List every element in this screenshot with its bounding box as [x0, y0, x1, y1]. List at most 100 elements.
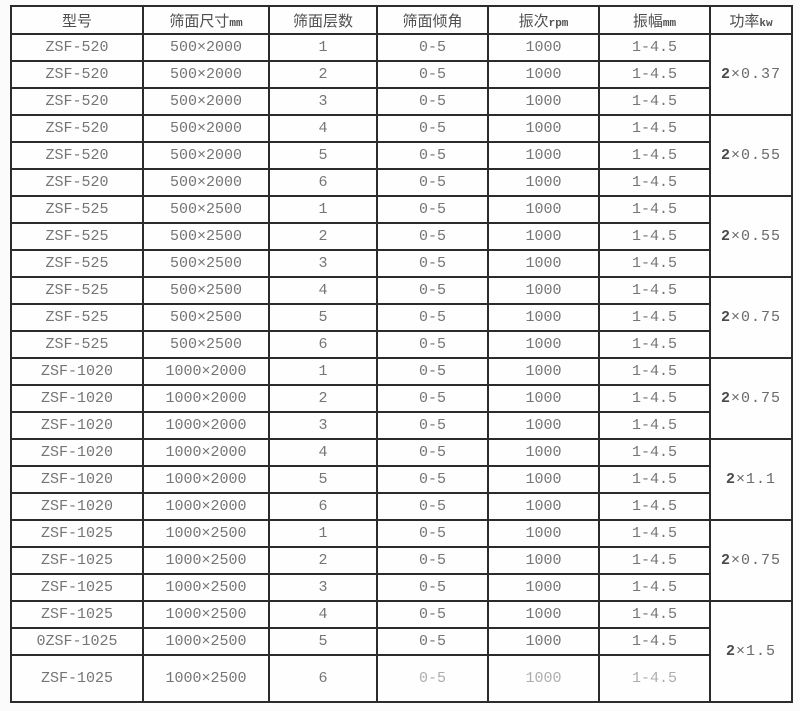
model-cell: ZSF-520: [10, 141, 144, 170]
layers-cell: 5: [268, 303, 378, 332]
model-cell: 0ZSF-1025: [10, 627, 144, 656]
rpm-cell: 1000: [487, 384, 600, 413]
model-cell: ZSF-1020: [10, 357, 144, 386]
rpm-cell: 1000: [487, 546, 600, 575]
model-cell: ZSF-520: [10, 114, 144, 143]
column-header-power: 功率kw: [709, 5, 793, 35]
rpm-cell: 1000: [487, 492, 600, 521]
power-cell: 2×0.75: [709, 357, 793, 440]
header-label: 筛面层数: [292, 13, 353, 31]
angle-cell: 0-5: [376, 384, 489, 413]
amplitude-cell: 1-4.5: [598, 276, 711, 305]
rpm-cell: 1000: [487, 222, 600, 251]
size-cell: 1000×2500: [142, 573, 270, 602]
table-row: ZSF-1025 1000×2500 3 0-5 1000 1-4.5: [10, 573, 792, 602]
layers-cell: 6: [268, 492, 378, 521]
power-multiplier: 2: [720, 228, 731, 245]
size-cell: 500×2500: [142, 303, 270, 332]
column-header-vibration-rpm: 振次rpm: [487, 5, 600, 35]
amplitude-cell: 1-4.5: [598, 114, 711, 143]
size-cell: 500×2500: [142, 222, 270, 251]
layers-cell: 4: [268, 114, 378, 143]
power-multiplier: 2: [720, 390, 731, 407]
amplitude-cell: 1-4.5: [598, 600, 711, 629]
layers-cell: 3: [268, 573, 378, 602]
rpm-cell: 1000: [487, 87, 600, 116]
table-row: ZSF-1025 1000×2500 6 0-5 1000 1-4.5: [10, 654, 792, 703]
amplitude-cell: 1-4.5: [598, 492, 711, 521]
angle-cell: 0-5: [376, 222, 489, 251]
angle-cell: 0-5: [376, 168, 489, 197]
layers-cell: 6: [268, 168, 378, 197]
angle-cell: 0-5: [376, 87, 489, 116]
size-cell: 500×2500: [142, 249, 270, 278]
rpm-cell: 1000: [487, 33, 600, 62]
header-label: 振幅: [632, 13, 663, 31]
size-cell: 1000×2500: [142, 600, 270, 629]
header-unit: mm: [229, 17, 243, 30]
spec-table: 型号 筛面尺寸mm 筛面层数 筛面倾角 振次rpm 振幅mm 功率kw ZSF-520 500…: [10, 5, 793, 703]
layers-cell: 2: [268, 546, 378, 575]
amplitude-cell: 1-4.5: [598, 384, 711, 413]
size-cell: 1000×2000: [142, 411, 270, 440]
amplitude-cell: 1-4.5: [598, 60, 711, 89]
size-cell: 1000×2000: [142, 465, 270, 494]
table-row: ZSF-525 500×2500 5 0-5 1000 1-4.5: [10, 303, 792, 332]
amplitude-cell: 1-4.5: [598, 411, 711, 440]
power-multiplier: 2: [720, 66, 731, 83]
power-cell: 2×0.55: [709, 195, 793, 278]
angle-cell: 0-5: [376, 303, 489, 332]
model-cell: ZSF-525: [10, 303, 144, 332]
rpm-cell: 1000: [487, 627, 600, 656]
header-unit: rpm: [548, 17, 569, 30]
size-cell: 500×2000: [142, 141, 270, 170]
header-unit: kw: [759, 17, 773, 30]
angle-cell: 0-5: [376, 492, 489, 521]
power-cell: 2×1.5: [709, 600, 793, 703]
model-cell: ZSF-1025: [10, 573, 144, 602]
amplitude-cell: 1-4.5: [598, 141, 711, 170]
amplitude-cell: 1-4.5: [598, 33, 711, 62]
angle-cell: 0-5: [376, 249, 489, 278]
rpm-cell: 1000: [487, 573, 600, 602]
size-cell: 500×2500: [142, 330, 270, 359]
header-label: 功率: [729, 13, 760, 31]
angle-cell: 0-5: [376, 465, 489, 494]
model-cell: ZSF-1020: [10, 492, 144, 521]
power-multiplier: 2: [725, 643, 736, 660]
model-cell: ZSF-1025: [10, 654, 144, 703]
size-cell: 1000×2000: [142, 438, 270, 467]
amplitude-cell: 1-4.5: [598, 330, 711, 359]
rpm-cell: 1000: [487, 330, 600, 359]
layers-cell: 4: [268, 438, 378, 467]
angle-cell: 0-5: [376, 654, 489, 703]
angle-cell: 0-5: [376, 546, 489, 575]
size-cell: 1000×2500: [142, 519, 270, 548]
table-row: ZSF-520 500×2000 4 0-5 1000 1-4.5 2×0.55: [10, 114, 793, 197]
rpm-cell: 1000: [487, 357, 600, 386]
angle-cell: 0-5: [376, 276, 489, 305]
table-row: ZSF-525 500×2500 3 0-5 1000 1-4.5: [10, 249, 792, 278]
angle-cell: 0-5: [376, 330, 489, 359]
model-cell: ZSF-525: [10, 249, 144, 278]
amplitude-cell: 1-4.5: [598, 465, 711, 494]
angle-cell: 0-5: [376, 438, 489, 467]
table-row: ZSF-1020 1000×2000 3 0-5 1000 1-4.5: [10, 411, 792, 440]
size-cell: 500×2000: [142, 33, 270, 62]
table-row: ZSF-520 500×2000 5 0-5 1000 1-4.5: [10, 141, 792, 170]
size-cell: 1000×2500: [142, 627, 270, 656]
rpm-cell: 1000: [487, 114, 600, 143]
amplitude-cell: 1-4.5: [598, 168, 711, 197]
model-cell: ZSF-525: [10, 195, 144, 224]
model-cell: ZSF-525: [10, 330, 144, 359]
rpm-cell: 1000: [487, 411, 600, 440]
amplitude-cell: 1-4.5: [598, 627, 711, 656]
column-header-screen-layers: 筛面层数: [268, 5, 378, 35]
layers-cell: 4: [268, 276, 378, 305]
rpm-cell: 1000: [487, 195, 600, 224]
model-cell: ZSF-520: [10, 87, 144, 116]
power-cell: 2×0.75: [709, 276, 793, 359]
layers-cell: 6: [268, 330, 378, 359]
angle-cell: 0-5: [376, 357, 489, 386]
